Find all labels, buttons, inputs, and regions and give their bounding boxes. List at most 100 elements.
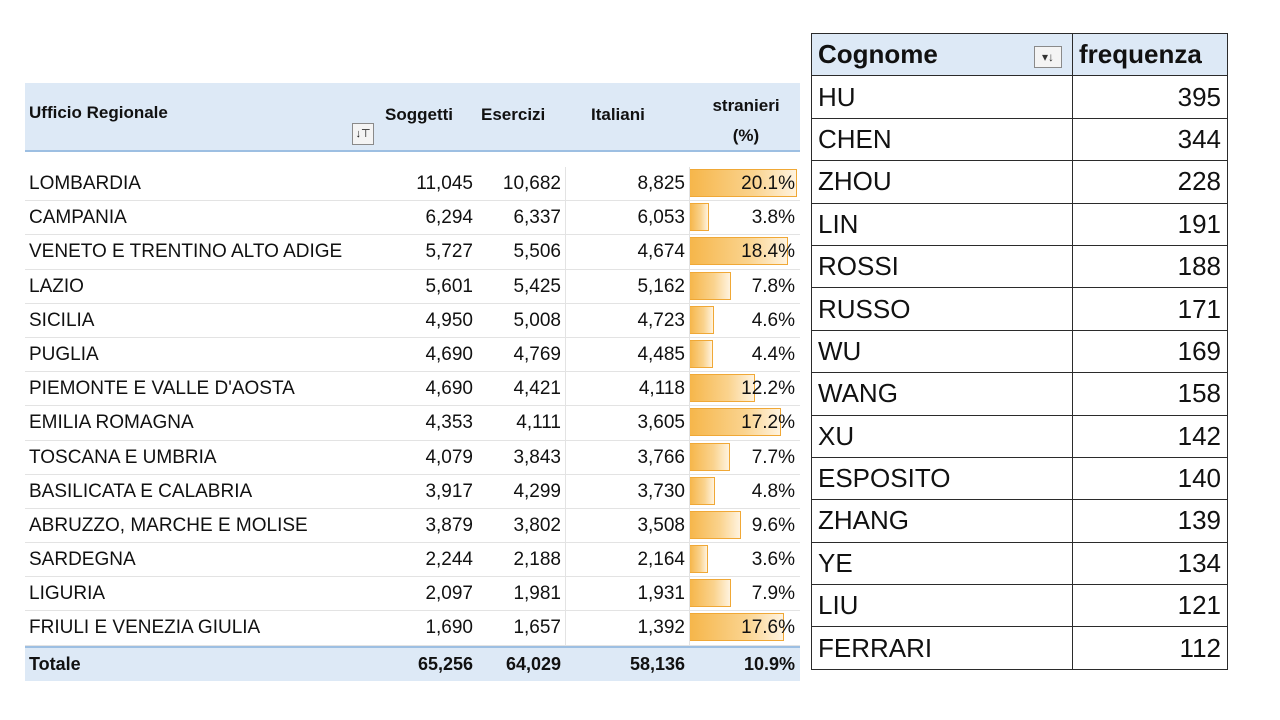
cell-divider (689, 611, 690, 645)
header-soggetti[interactable]: Soggetti (385, 105, 453, 124)
row-italiani: 4,723 (637, 309, 685, 331)
row-italiani: 4,485 (637, 343, 685, 365)
data-bar (689, 339, 713, 368)
row-stranieri: 7.7% (751, 446, 795, 468)
row-esercizi: 10,682 (502, 173, 561, 194)
surname-row: ZHANG 139 (811, 499, 1228, 543)
frequency-cell: 344 (1072, 117, 1228, 162)
row-stranieri: 4.8% (751, 480, 795, 502)
row-italiani: 1,931 (637, 583, 685, 605)
row-italiani: 4,674 (637, 241, 685, 263)
row-esercizi: 3,843 (513, 446, 561, 468)
frequency-cell: 140 (1072, 456, 1228, 501)
header-frequenza[interactable]: frequenza (1072, 32, 1228, 77)
row-esercizi: 3,802 (513, 514, 561, 536)
surname-cell: ZHANG (811, 499, 1073, 543)
data-bar-cell (689, 374, 797, 403)
row-stranieri: 17.2% (741, 412, 795, 434)
cell-divider (689, 167, 690, 201)
pivot-row: LIGURIA 2,097 1,981 1,931 7.9% (25, 577, 800, 612)
cell-divider (565, 508, 566, 543)
row-esercizi: 4,111 (516, 412, 561, 434)
row-esercizi: 4,299 (513, 480, 561, 502)
data-bar (689, 579, 732, 608)
row-ufficio: EMILIA ROMAGNA (29, 412, 194, 434)
surname-cell: ROSSI (811, 244, 1073, 289)
frequency-cell: 191 (1072, 202, 1228, 246)
data-bar (689, 408, 782, 437)
row-italiani: 5,162 (637, 275, 685, 297)
pivot-row: SICILIA 4,950 5,008 4,723 4.6% (25, 303, 800, 338)
data-bar (689, 613, 784, 642)
row-ufficio: ABRUZZO, MARCHE E MOLISE (29, 514, 308, 536)
pivot-row: PUGLIA 4,690 4,769 4,485 4.4% (25, 337, 800, 373)
header-cognome[interactable]: Cognome ▾↓ (811, 32, 1073, 77)
total-label: Totale (29, 653, 81, 674)
data-bar (689, 476, 715, 505)
header-stranieri[interactable]: stranieri (%) (691, 91, 801, 151)
cell-divider (565, 337, 566, 372)
row-ufficio: FRIULI E VENEZIA GIULIA (29, 617, 261, 639)
row-ufficio: LOMBARDIA (29, 173, 141, 194)
row-soggetti: 4,950 (425, 309, 473, 331)
surname-cell: HU (811, 75, 1073, 119)
surname-row: LIU 121 (811, 584, 1228, 628)
surname-row: FERRARI 112 (811, 626, 1228, 670)
cell-divider (565, 406, 566, 440)
row-soggetti: 2,244 (425, 549, 473, 571)
row-soggetti: 1,690 (425, 617, 473, 639)
row-esercizi: 1,657 (513, 617, 561, 639)
row-stranieri: 7.9% (751, 583, 795, 605)
cell-divider (689, 543, 690, 577)
filter-sort-icon[interactable]: ↓⊤ (352, 123, 374, 145)
row-stranieri: 12.2% (741, 378, 795, 400)
cell-divider (689, 440, 690, 474)
data-bar-cell (689, 169, 797, 197)
row-soggetti: 3,917 (425, 480, 473, 502)
row-soggetti: 5,727 (425, 241, 473, 263)
row-soggetti: 5,601 (425, 275, 473, 297)
sort-descending-icon[interactable]: ▾↓ (1034, 46, 1062, 68)
pivot-row: TOSCANA E UMBRIA 4,079 3,843 3,766 7.7% (25, 440, 800, 475)
row-ufficio: SARDEGNA (29, 549, 136, 571)
row-soggetti: 3,879 (425, 514, 473, 536)
row-soggetti: 4,690 (425, 343, 473, 365)
header-cognome-label: Cognome (818, 39, 938, 70)
row-stranieri: 18.4% (741, 241, 795, 263)
surname-header-row: Cognome ▾↓ frequenza (811, 32, 1228, 77)
header-esercizi[interactable]: Esercizi (481, 105, 546, 124)
frequency-cell: 171 (1072, 287, 1228, 331)
data-bar-cell (689, 271, 797, 300)
cell-divider (565, 235, 566, 269)
total-esercizi: 64,029 (505, 653, 561, 674)
row-soggetti: 4,079 (425, 446, 473, 468)
surname-cell: WU (811, 329, 1073, 374)
row-soggetti: 4,353 (425, 412, 473, 434)
row-ufficio: PIEMONTE E VALLE D'AOSTA (29, 378, 295, 400)
surname-cell: LIN (811, 202, 1073, 246)
surname-row: WANG 158 (811, 372, 1228, 416)
row-ufficio: VENETO E TRENTINO ALTO ADIGE (29, 241, 343, 263)
surname-cell: ZHOU (811, 160, 1073, 204)
row-esercizi: 6,337 (513, 207, 561, 229)
header-italiani[interactable]: Italiani (591, 105, 645, 124)
cell-divider (565, 167, 566, 201)
row-esercizi: 5,425 (513, 275, 561, 297)
row-italiani: 2,164 (637, 549, 685, 571)
row-ufficio: LIGURIA (29, 583, 106, 605)
surname-cell: RUSSO (811, 287, 1073, 331)
row-esercizi: 4,421 (513, 378, 561, 400)
header-ufficio-regionale[interactable]: Ufficio Regionale (29, 103, 168, 122)
data-bar-cell (689, 476, 797, 505)
surname-cell: CHEN (811, 117, 1073, 162)
surname-frequency-table: Cognome ▾↓ frequenza HU 395 CHEN 344 ZHOU 228… (811, 32, 1228, 670)
row-esercizi: 5,506 (513, 241, 561, 263)
cell-divider (689, 201, 690, 235)
data-bar-cell (689, 408, 797, 437)
row-italiani: 4,118 (638, 378, 685, 400)
data-bar (689, 169, 797, 197)
cell-divider (565, 201, 566, 235)
frequency-cell: 188 (1072, 244, 1228, 289)
surname-row: ESPOSITO 140 (811, 456, 1228, 501)
frequency-cell: 395 (1072, 75, 1228, 119)
